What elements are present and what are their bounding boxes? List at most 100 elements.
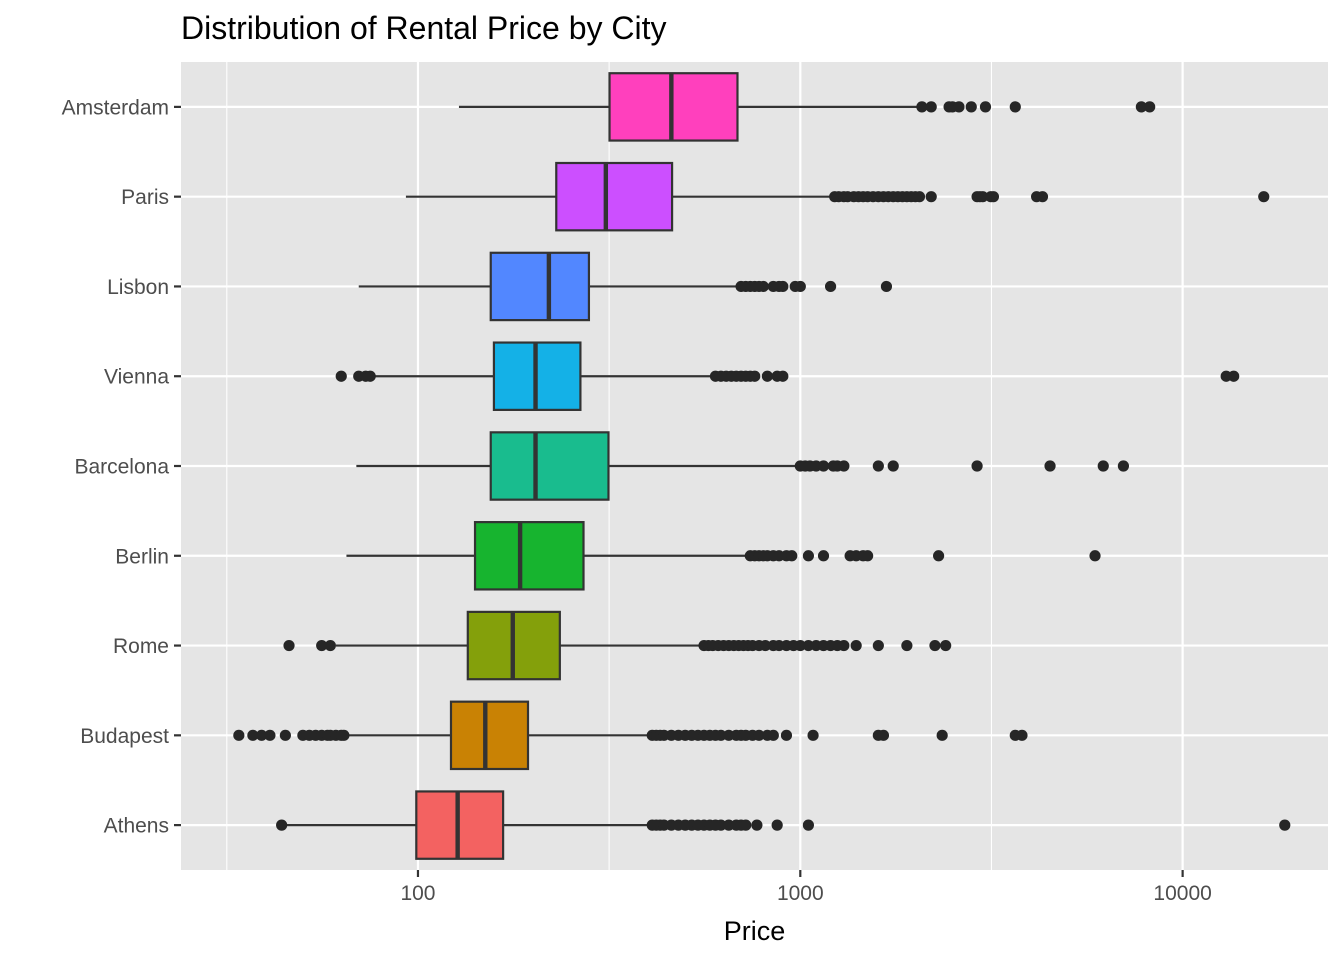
outlier-point [802,639,815,652]
outlier-point [794,639,806,652]
x-tick-label: 10000 [1153,882,1211,905]
outlier-point [761,370,773,382]
outlier-point [233,729,245,741]
outlier-point [965,101,977,113]
outlier-point [880,280,893,293]
outlier-point [971,460,983,472]
outlier-point [316,639,328,652]
outlier-point [247,729,259,741]
outlier-point [338,729,350,741]
outlier-point [850,639,862,652]
outlier-point [1279,819,1291,831]
x-tick-label: 1000 [777,882,824,905]
outlier-point [862,550,874,562]
y-tick-label: Lisbon [107,276,169,299]
outlier-point [838,460,850,472]
outlier-point [802,819,815,831]
outlier-point [925,101,937,113]
outlier-point [1135,101,1147,113]
outlier-point [802,550,815,562]
outlier-point [872,460,884,472]
outlier-point [1258,191,1270,203]
outlier-point [877,729,890,741]
outlier-point [932,550,945,562]
box-barcelona [356,431,1130,501]
outlier-point [715,819,727,831]
outlier-point [913,191,926,203]
outlier-point [824,280,837,293]
outlier-point [977,191,989,203]
box-amsterdam [458,72,1156,142]
outlier-point [901,639,913,652]
outlier-point [838,639,850,652]
outlier-point [1044,460,1056,472]
y-tick-label: Vienna [104,366,169,389]
outlier-point [771,819,783,831]
box-rome [283,610,952,681]
outlier-point [817,550,830,562]
y-tick-label: Berlin [115,545,169,568]
outlier-point [1228,370,1240,382]
outlier-point [1089,550,1101,562]
y-tick-label: Rome [113,635,169,658]
box-athens [276,790,1291,860]
outlier-point [916,101,928,113]
outlier-point [807,729,819,741]
y-tick-label: Barcelona [74,456,169,479]
outlier-point [817,460,830,472]
outlier-point [767,729,779,741]
outlier-point [987,191,1000,203]
outlier-point [276,819,288,831]
outlier-point [979,101,992,113]
box-iqr [473,521,585,591]
outlier-point [936,729,948,741]
outlier-point [757,280,769,293]
chart-title: Distribution of Rental Price by City [181,10,667,46]
outlier-point [759,639,771,652]
outlier-point [283,639,295,652]
outlier-point [279,729,291,741]
outlier-point [1009,101,1021,113]
outlier-point [1097,460,1109,472]
outlier-point [953,101,965,113]
outlier-point [715,729,727,741]
y-axis: Amsterdam Paris Lisbon Vienna Barcelona Berli… [62,96,181,838]
outlier-point [1036,191,1049,203]
box-paris [405,161,1270,232]
outlier-point [777,280,789,293]
box-lisbon [358,251,893,322]
outlier-point [1144,101,1156,113]
x-axis-title: Price [724,916,786,946]
y-tick-label: Amsterdam [62,96,169,119]
y-tick-label: Athens [104,815,169,838]
box-iqr [555,161,674,232]
outlier-point [749,370,761,382]
outlier-point [751,819,763,831]
x-tick-label: 100 [400,882,435,905]
y-tick-label: Paris [121,186,169,209]
outlier-point [780,729,793,741]
outlier-point [1016,729,1028,741]
outlier-point [872,639,884,652]
x-axis: 100 1000 10000 [400,870,1212,905]
outlier-point [264,729,276,741]
box-series [233,72,1291,860]
outlier-point [940,639,952,652]
outlier-point [929,639,941,652]
outlier-point [887,460,899,472]
outlier-point [794,280,806,293]
outlier-point [777,370,789,382]
box-iqr [489,251,591,322]
box-budapest [233,700,1028,771]
outlier-point [753,729,765,741]
outlier-point [324,639,336,652]
box-berlin [346,521,1101,591]
outlier-point [1117,460,1130,472]
box-iqr [449,700,530,771]
outlier-point [364,370,376,382]
outlier-point [786,550,798,562]
box-vienna [335,341,1240,411]
outlier-point [335,370,347,382]
outlier-point [256,729,268,741]
